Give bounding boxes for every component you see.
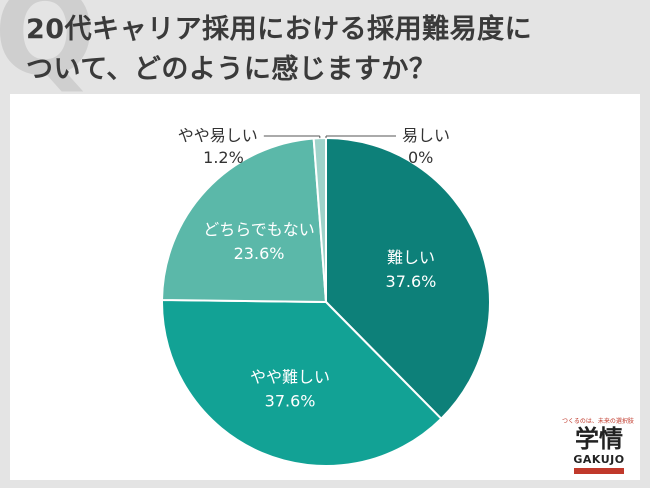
logo-bar [574, 468, 624, 474]
slice-value-4: 0% [408, 148, 433, 167]
slice-label-4: 易しい [402, 126, 450, 145]
slice-value-1: 37.6% [265, 392, 316, 411]
pie-slice-1 [161, 298, 443, 467]
question-mark-icon: Q [0, 0, 97, 103]
header: Q 20代キャリア採用における採用難易度に ついて、どのように感じますか？ [0, 0, 650, 103]
pie-slice-0 [325, 136, 491, 421]
slice-label-3: やや易しい [178, 126, 258, 145]
slice-label-0: 難しい [387, 248, 435, 267]
logo-tagline: つくるのは、未来の選択肢 [562, 418, 634, 425]
gakujo-logo: つくるのは、未来の選択肢 学情 GAKUJO [562, 416, 634, 478]
slice-label-2: どちらでもない [203, 220, 315, 239]
leader-line-3 [263, 135, 321, 139]
slice-value-3: 1.2% [203, 148, 244, 167]
title-line-2: ついて、どのように感じますか？ [26, 54, 437, 85]
leader-line-4 [325, 135, 396, 138]
logo-sub-text: GAKUJO [573, 453, 625, 466]
slice-label-1: やや難しい [250, 368, 330, 387]
slice-value-2: 23.6% [234, 244, 285, 263]
slice-value-0: 37.6% [386, 272, 437, 291]
pie-slice-2 [160, 137, 328, 304]
logo-main-text: 学情 [575, 425, 623, 453]
page-title: 20代キャリア採用における採用難易度に ついて、どのように感じますか？ [26, 10, 636, 90]
title-line-1: 20代キャリア採用における採用難易度に [26, 14, 533, 45]
